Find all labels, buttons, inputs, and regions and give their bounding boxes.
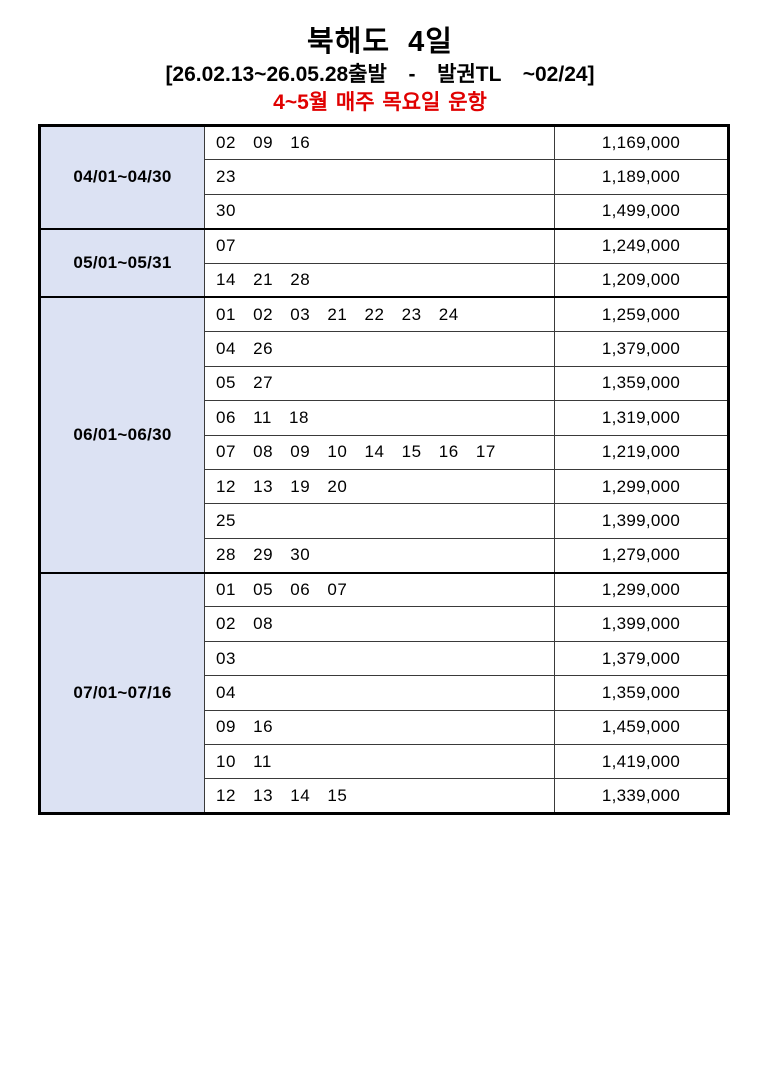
period-group: 06/01~06/30 01 02 03 21 22 23 24 1,259,000… [39,296,729,574]
table-row: 06/01~06/30 01 02 03 21 22 23 24 1,259,000 [39,296,729,574]
period-group: 07/01~07/16 01 05 06 07 1,299,000 02 08 1,39… [39,572,729,814]
period-cell: 07/01~07/16 [39,572,205,814]
table-row: 09 16 1,459,000 [40,709,729,746]
period-group: 04/01~04/30 02 09 16 1,169,000 23 1,189,000 3… [39,124,729,230]
price-cell: 1,379,000 [554,640,729,677]
table-row: 10 11 1,419,000 [40,744,729,780]
period-cell: 06/01~06/30 [39,296,205,574]
price-cell: 1,419,000 [554,744,729,780]
departure-days-cell: 09 16 [204,709,555,746]
departure-days-cell: 02 09 16 [204,124,555,161]
price-cell: 1,279,000 [554,537,729,574]
departure-days-cell: 06 11 18 [204,400,555,436]
price-cell: 1,189,000 [554,159,729,195]
table-row: 07/01~07/16 01 05 06 07 1,299,000 [39,572,729,814]
table-row: 12 13 19 20 1,299,000 [40,468,729,505]
table-row: 03 1,379,000 [40,640,729,677]
departure-days-cell: 02 08 [204,606,555,642]
departure-days-cell: 01 02 03 21 22 23 24 [204,296,555,333]
table-row: 23 1,189,000 [40,159,729,195]
table-row: 04 26 1,379,000 [40,331,729,367]
price-cell: 1,359,000 [554,675,729,711]
departure-days-cell: 28 29 30 [204,537,555,574]
table-row: 04/01~04/30 02 09 16 1,169,000 [39,124,729,230]
price-cell: 1,499,000 [554,193,729,230]
price-cell: 1,459,000 [554,709,729,746]
price-cell: 1,359,000 [554,365,729,402]
table-row: 02 08 1,399,000 [40,606,729,642]
price-cell: 1,249,000 [554,228,729,264]
departure-days-cell: 25 [204,503,555,539]
departure-days-cell: 05 27 [204,365,555,402]
price-cell: 1,379,000 [554,331,729,367]
departure-days-cell: 03 [204,640,555,677]
departure-days-cell: 07 [204,228,555,264]
price-cell: 1,399,000 [554,606,729,642]
price-cell: 1,399,000 [554,503,729,539]
price-cell: 1,339,000 [554,778,729,814]
table-row: 12 13 14 15 1,339,000 [40,778,729,814]
period-group: 05/01~05/31 07 1,249,000 14 21 28 1,209,000 [39,228,729,298]
departure-days-cell: 12 13 14 15 [204,778,555,814]
page-title: 북해도 4일 [307,26,453,58]
table-row: 14 21 28 1,209,000 [40,262,729,298]
departure-days-cell: 10 11 [204,744,555,780]
departure-days-cell: 12 13 19 20 [204,468,555,505]
departure-days-cell: 04 26 [204,331,555,367]
fare-table: 04/01~04/30 02 09 16 1,169,000 23 1,189,000 3… [38,124,730,815]
price-cell: 1,259,000 [554,296,729,333]
departure-range-subtitle: [26.02.13~26.05.28출발 - 발권TL ~02/24] [165,63,595,86]
table-row: 05 27 1,359,000 [40,365,729,402]
table-row: 06 11 18 1,319,000 [40,400,729,436]
table-row: 04 1,359,000 [40,675,729,711]
schedule-notice: 4~5월 매주 목요일 운항 [273,91,487,114]
price-cell: 1,299,000 [554,468,729,505]
price-cell: 1,209,000 [554,262,729,298]
period-cell: 05/01~05/31 [39,228,205,298]
departure-days-cell: 30 [204,193,555,230]
price-cell: 1,169,000 [554,124,729,161]
departure-days-cell: 23 [204,159,555,195]
price-cell: 1,219,000 [554,434,729,470]
departure-days-cell: 01 05 06 07 [204,572,555,608]
table-row: 28 29 30 1,279,000 [40,537,729,574]
departure-days-cell: 07 08 09 10 14 15 16 17 [204,434,555,470]
period-cell: 04/01~04/30 [39,124,205,230]
price-cell: 1,319,000 [554,400,729,436]
departure-days-cell: 04 [204,675,555,711]
table-row: 05/01~05/31 07 1,249,000 [39,228,729,298]
price-cell: 1,299,000 [554,572,729,608]
departure-days-cell: 14 21 28 [204,262,555,298]
table-row: 07 08 09 10 14 15 16 17 1,219,000 [40,434,729,470]
